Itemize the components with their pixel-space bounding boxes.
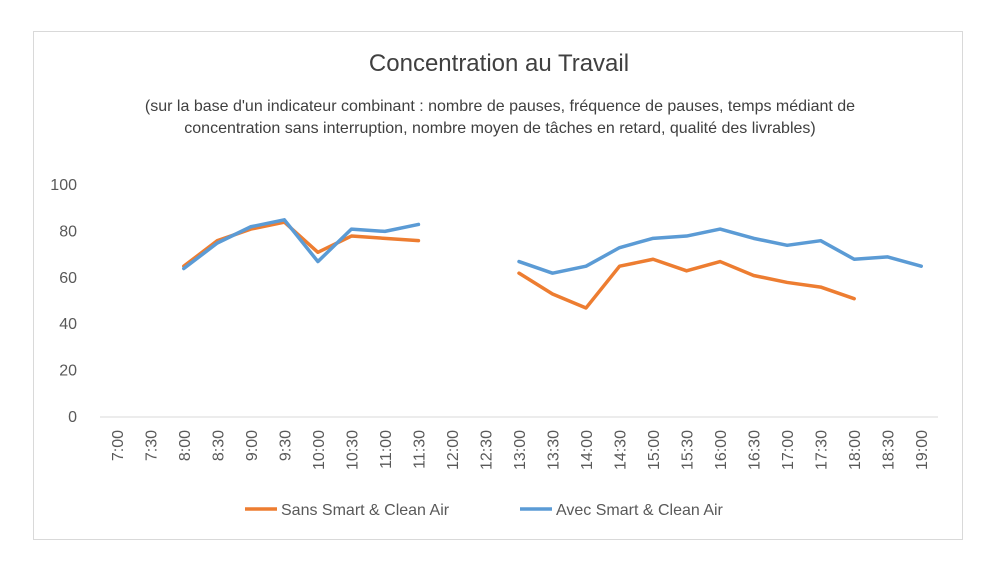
x-tick-label: 16:00 [713, 430, 730, 470]
x-tick-label: 7:00 [110, 430, 127, 461]
y-tick-label: 60 [59, 270, 77, 287]
x-tick-label: 13:00 [512, 430, 529, 470]
series-line-segment [517, 257, 856, 310]
series-line-segment [182, 220, 421, 268]
chart-subtitle: (sur la base d'un indicateur combinant :… [144, 98, 856, 137]
axis-layer: 0 20 40 60 80 100 7:00 7:30 8:00 8:30 9:00 9:30 10:0… [50, 177, 938, 470]
series-line-segment [517, 227, 923, 275]
y-tick-label: 100 [50, 177, 77, 194]
x-tick-label: 17:30 [814, 430, 831, 470]
x-tick-label: 13:30 [546, 430, 563, 470]
x-tick-label: 10:30 [344, 430, 361, 470]
x-tick-label: 18:30 [881, 430, 898, 470]
x-tick-label: 12:00 [445, 430, 462, 470]
legend: Sans Smart & Clean Air Avec Smart & Clean… [245, 502, 724, 519]
x-tick-label: 7:30 [143, 430, 160, 461]
x-tick-label: 12:30 [478, 430, 495, 470]
x-tick-label: 9:30 [277, 430, 294, 461]
x-tick-label: 8:00 [177, 430, 194, 461]
legend-label: Avec Smart & Clean Air [556, 502, 724, 519]
series-1 [182, 220, 856, 310]
x-tick-label: 14:00 [579, 430, 596, 470]
series-layer [182, 218, 923, 310]
x-tick-label: 19:00 [914, 430, 931, 470]
x-tick-label: 9:00 [244, 430, 261, 461]
x-tick-label: 15:00 [646, 430, 663, 470]
series-line-segment [182, 218, 421, 271]
legend-label: Sans Smart & Clean Air [281, 502, 450, 519]
x-tick-label: 14:30 [613, 430, 630, 470]
y-tick-label: 0 [68, 409, 77, 426]
x-tick-label: 16:30 [747, 430, 764, 470]
x-tick-label: 11:00 [378, 430, 395, 469]
series-2 [182, 218, 923, 275]
x-tick-label: 8:30 [210, 430, 227, 461]
x-tick-label: 11:30 [411, 430, 428, 469]
y-tick-label: 20 [59, 363, 77, 380]
x-tick-label: 18:00 [847, 430, 864, 470]
x-tick-label: 10:00 [311, 430, 328, 470]
chart-title: Concentration au Travail [368, 50, 630, 77]
x-tick-label: 15:30 [680, 430, 697, 470]
y-tick-label: 80 [59, 223, 77, 240]
x-tick-label: 17:00 [780, 430, 797, 470]
y-tick-label: 40 [59, 316, 77, 333]
